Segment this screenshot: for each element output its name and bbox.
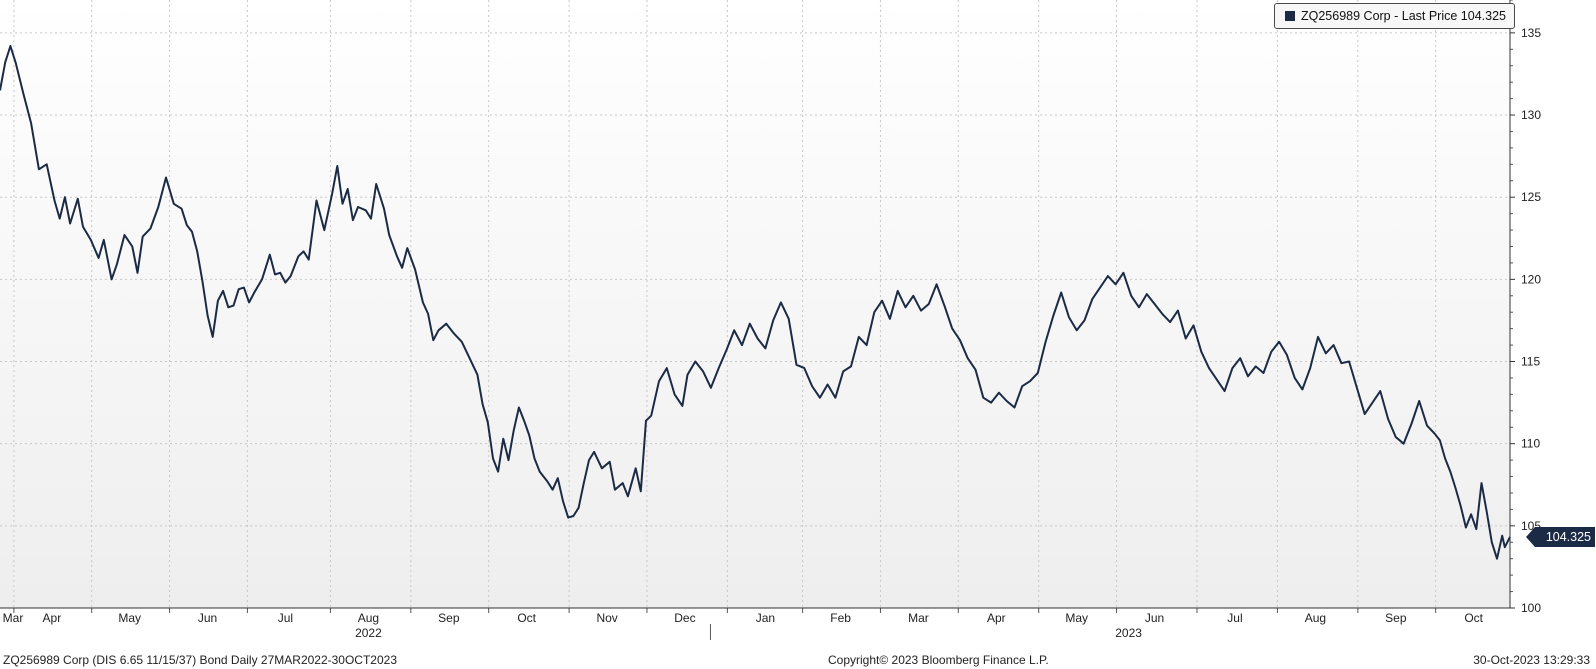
x-month-label: Jul — [278, 611, 293, 625]
x-month-label: Mar — [3, 611, 24, 625]
legend: ZQ256989 Corp - Last Price 104.325 — [1274, 3, 1515, 29]
x-month-label: Jul — [1227, 611, 1242, 625]
y-tick-label: 130 — [1521, 108, 1541, 122]
x-month-label: Aug — [358, 611, 379, 625]
x-month-label: May — [118, 611, 141, 625]
x-month-label: Apr — [987, 611, 1006, 625]
x-month-label: Feb — [830, 611, 851, 625]
footer: ZQ256989 Corp (DIS 6.65 11/15/37) Bond D… — [0, 652, 1596, 669]
footer-security-info: ZQ256989 Corp (DIS 6.65 11/15/37) Bond D… — [3, 653, 398, 667]
x-month-label: Oct — [517, 611, 536, 625]
footer-copyright: Copyright© 2023 Bloomberg Finance L.P. — [828, 653, 1049, 667]
x-month-label: Mar — [908, 611, 929, 625]
y-tick-label: 115 — [1521, 355, 1540, 369]
y-tick-label: 120 — [1521, 272, 1541, 286]
last-price-badge: 104.325 — [1526, 526, 1595, 547]
x-month-label: Jan — [756, 611, 775, 625]
legend-swatch-icon — [1285, 11, 1295, 21]
x-month-label: May — [1065, 611, 1088, 625]
x-month-label: Nov — [596, 611, 617, 625]
x-month-label: Apr — [43, 611, 62, 625]
plot-background — [0, 0, 1510, 608]
x-year-label: 2023 — [1115, 626, 1142, 640]
x-month-label: Sep — [1385, 611, 1407, 625]
legend-label: ZQ256989 Corp - Last Price 104.325 — [1301, 9, 1506, 23]
x-month-label: Sep — [438, 611, 460, 625]
y-tick-label: 125 — [1521, 190, 1541, 204]
x-month-label: Dec — [674, 611, 695, 625]
x-month-label: Oct — [1464, 611, 1483, 625]
gridlines — [0, 0, 1510, 608]
x-year-label: 2022 — [355, 626, 382, 640]
y-tick-label: 135 — [1521, 26, 1541, 40]
y-tick-label: 110 — [1521, 437, 1540, 451]
price-series-line — [0, 45, 1511, 560]
footer-timestamp: 30-Oct-2023 13:29:33 — [1473, 653, 1590, 667]
x-month-label: Jun — [198, 611, 217, 625]
x-month-label: Aug — [1305, 611, 1326, 625]
x-month-label: Jun — [1145, 611, 1164, 625]
y-tick-label: 100 — [1521, 601, 1541, 615]
